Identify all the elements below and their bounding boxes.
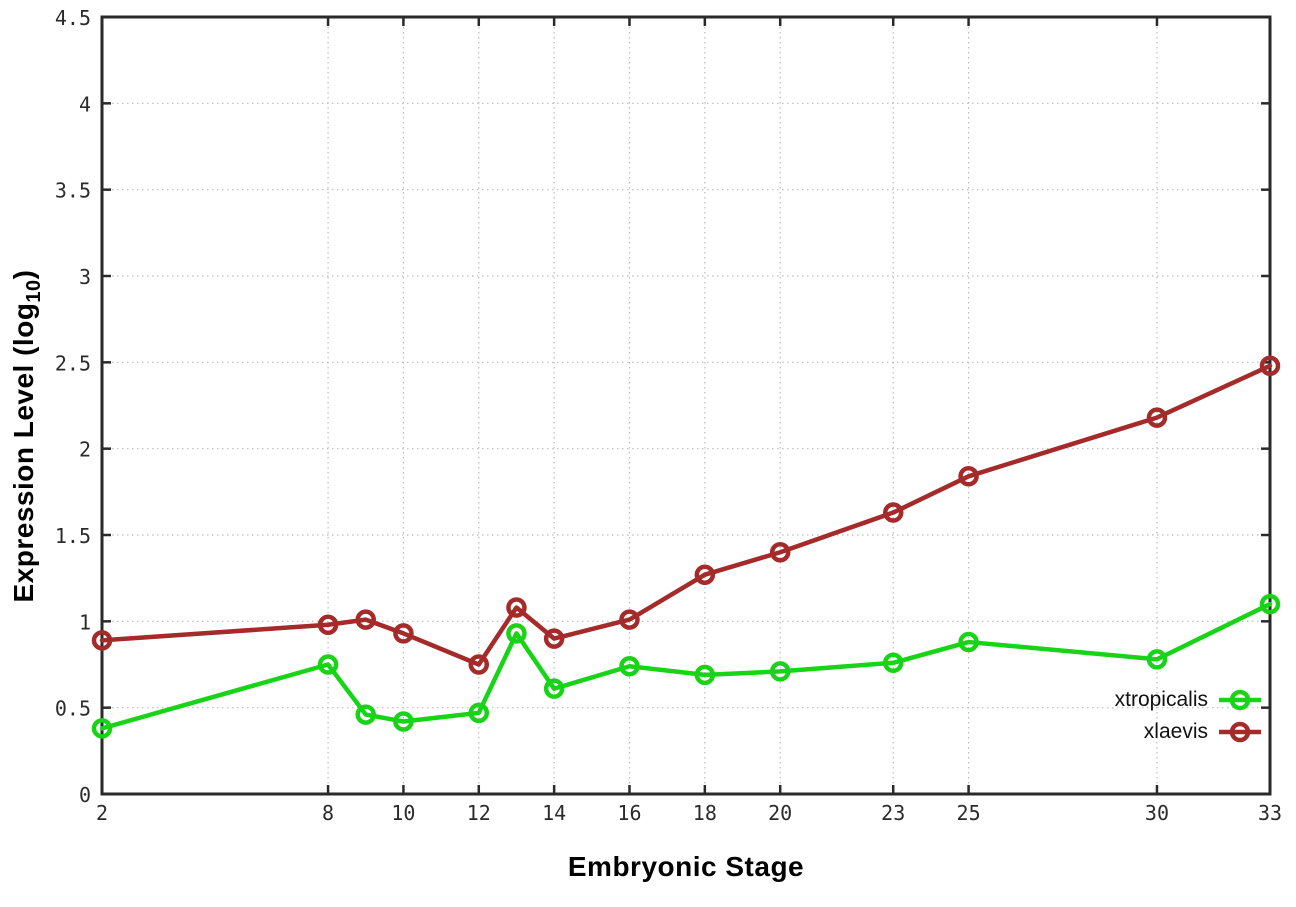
- data-point-marker: [355, 704, 376, 725]
- legend-item-xlaevis: xlaevis: [1115, 716, 1263, 748]
- y-axis-title-text: Expression Level (log: [8, 302, 40, 603]
- series-xlaevis: [91, 355, 1281, 675]
- data-point-marker: [393, 711, 414, 732]
- data-point-marker: [543, 678, 565, 699]
- y-tick-label: 0: [79, 783, 91, 807]
- data-point-marker: [91, 718, 113, 739]
- data-point-marker: [1146, 407, 1168, 428]
- data-point-marker: [619, 609, 640, 630]
- x-tick-label: 8: [322, 801, 334, 825]
- x-tick-label: 16: [617, 801, 641, 825]
- data-point-marker: [506, 623, 527, 644]
- data-point-marker: [468, 654, 490, 675]
- series-line-xlaevis: [99, 363, 1273, 667]
- x-tick-label: 18: [693, 801, 717, 825]
- data-point-marker: [506, 597, 527, 618]
- legend-label-xlaevis: xlaevis: [1143, 720, 1208, 743]
- series-xtropicalis: [91, 593, 1281, 739]
- data-point-marker: [958, 466, 979, 487]
- y-tick-label: 2.5: [55, 351, 91, 375]
- data-point-marker: [769, 661, 791, 682]
- x-tick-label: 25: [957, 801, 981, 825]
- y-tick-label: 3.5: [55, 179, 91, 203]
- data-point-marker: [1146, 649, 1168, 670]
- y-tick-label: 2: [79, 438, 91, 462]
- x-tick-labels: 2 8 10 12 14 16 18 20 23 25 30 33: [96, 801, 1282, 825]
- x-tick-label: 2: [96, 801, 108, 825]
- plot-border: [100, 15, 1272, 796]
- x-tick-label: 14: [542, 801, 566, 825]
- x-axis-title: Embryonic Stage: [567, 851, 805, 882]
- legend-item-xtropicalis: xtropicalis: [1115, 684, 1263, 716]
- y-tick-label: 0.5: [55, 697, 91, 721]
- data-point-marker: [393, 623, 414, 644]
- data-point-marker: [468, 702, 490, 724]
- line-circle-marker-icon: [1219, 721, 1261, 743]
- x-tick-label: 12: [467, 801, 491, 825]
- data-point-marker: [355, 609, 376, 630]
- data-point-marker: [694, 564, 716, 585]
- y-tick-label: 1: [79, 610, 91, 634]
- x-tick-label: 33: [1258, 801, 1282, 825]
- y-tick-label: 3: [79, 265, 91, 289]
- data-point-marker: [317, 654, 339, 675]
- data-point-marker: [619, 655, 640, 677]
- legend-label-xtropicalis: xtropicalis: [1114, 688, 1208, 711]
- series-line-xtropicalis: [99, 601, 1273, 731]
- data-point-marker: [882, 502, 904, 523]
- data-point-marker: [882, 652, 904, 674]
- line-circle-marker-icon: [1219, 689, 1261, 711]
- x-tick-label: 10: [391, 801, 415, 825]
- data-point-marker: [1259, 593, 1281, 615]
- y-tick-label: 4: [79, 92, 91, 116]
- y-tick-labels: 0 0.5 1 1.5 2 2.5 3 3.5 4 4.5: [55, 6, 91, 807]
- y-tick-label: 4.5: [55, 6, 91, 30]
- y-tick-label: 1.5: [55, 524, 91, 548]
- data-point-marker: [1259, 355, 1281, 377]
- legend: xtropicalis xlaevis: [1115, 684, 1263, 748]
- data-point-marker: [769, 542, 791, 563]
- x-tick-label: 30: [1145, 801, 1169, 825]
- data-point-marker: [958, 631, 979, 653]
- x-tick-label: 20: [768, 801, 792, 825]
- axis-ticks: [100, 15, 1272, 796]
- y-axis-title-subscript: 10: [22, 279, 45, 303]
- data-point-marker: [543, 628, 565, 649]
- x-tick-label: 23: [881, 801, 905, 825]
- y-axis-title-suffix: ): [8, 269, 40, 280]
- data-point-marker: [694, 664, 716, 686]
- data-point-marker: [317, 614, 339, 636]
- data-point-marker: [91, 630, 113, 651]
- y-axis-title: Expression Level (log10): [8, 270, 46, 603]
